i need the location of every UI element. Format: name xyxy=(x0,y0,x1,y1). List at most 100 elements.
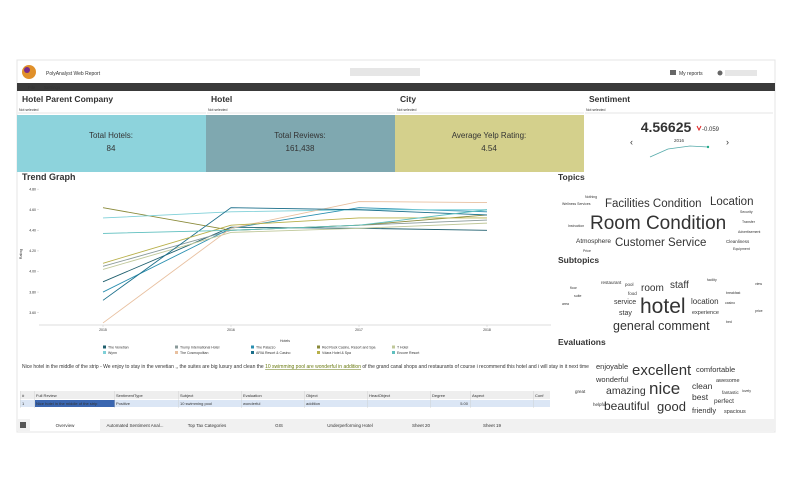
cloud-word[interactable]: stay xyxy=(619,310,632,317)
cloud-word[interactable]: enjoyable xyxy=(596,362,628,371)
user-icon[interactable] xyxy=(717,70,723,76)
cloud-word[interactable]: nice xyxy=(649,379,680,398)
cloud-word[interactable]: Security xyxy=(740,210,753,214)
my-reports[interactable]: My reports xyxy=(679,71,703,77)
cloud-word[interactable]: area xyxy=(562,302,569,306)
cloud-word[interactable]: room xyxy=(641,283,664,294)
cloud-word[interactable]: service xyxy=(614,299,636,306)
cloud-word[interactable]: Atmosphere xyxy=(576,238,611,245)
column-header[interactable]: # xyxy=(22,393,25,398)
cloud-word[interactable]: staff xyxy=(670,280,689,291)
legend-label[interactable]: Wynn xyxy=(108,351,117,355)
cloud-word[interactable]: Nothing xyxy=(585,195,597,199)
next-button[interactable]: › xyxy=(726,137,729,147)
table-cell: wonderful xyxy=(243,401,260,406)
cloud-word[interactable]: fantastic xyxy=(722,390,740,395)
cloud-word[interactable]: casino xyxy=(725,301,735,305)
cloud-word[interactable]: floor xyxy=(570,286,578,290)
column-header[interactable]: Aspect xyxy=(472,393,485,398)
tab[interactable]: Automated Sentiment Anal... xyxy=(106,423,163,428)
cloud-word[interactable]: lovely xyxy=(742,389,751,393)
legend-label[interactable]: The Venetian xyxy=(108,346,129,350)
column-header[interactable]: SentimentType xyxy=(116,393,143,398)
column-header[interactable]: Subject xyxy=(180,393,194,398)
column-header[interactable]: Full Review xyxy=(36,393,57,398)
cloud-word[interactable]: price xyxy=(755,309,763,313)
tab[interactable]: Sheet 19 xyxy=(483,423,502,428)
cloud-word[interactable]: Room Condition xyxy=(590,213,726,234)
column-header[interactable]: Evaluation xyxy=(243,393,262,398)
cloud-word[interactable]: Cleanliness xyxy=(726,239,750,244)
column-header[interactable]: Object xyxy=(306,393,318,398)
cloud-word[interactable]: awesome xyxy=(716,378,740,384)
prev-button[interactable]: ‹ xyxy=(630,137,633,147)
cloud-word[interactable]: restaurant xyxy=(601,280,622,285)
tab[interactable]: Top Tax Categories xyxy=(188,423,227,428)
column-header[interactable]: HeadObject xyxy=(369,393,391,398)
cloud-word[interactable]: bed xyxy=(726,320,732,324)
cloud-word[interactable]: facility xyxy=(707,278,717,282)
cloud-word[interactable]: great xyxy=(575,389,586,394)
cloud-word[interactable]: spacious xyxy=(724,409,746,415)
cloud-word[interactable]: view xyxy=(755,282,762,286)
cloud-word[interactable]: location xyxy=(691,297,719,306)
legend-label[interactable]: Trump International Hotel xyxy=(180,346,220,350)
filter-placeholder[interactable]: Not selected xyxy=(586,108,606,112)
cloud-word[interactable]: good xyxy=(657,399,686,414)
cloud-word[interactable]: clean xyxy=(692,381,713,391)
kpi-label: Total Reviews: xyxy=(274,131,326,140)
cloud-word[interactable]: Equipment xyxy=(733,247,750,251)
legend-label[interactable]: Encore Resort xyxy=(397,351,419,355)
legend-label[interactable]: T Hotel xyxy=(397,346,408,350)
cloud-word[interactable]: food xyxy=(628,291,637,296)
tab[interactable]: Sheet 20 xyxy=(412,423,431,428)
legend-label[interactable]: Red Rock Casino, Resort and Spa xyxy=(322,346,376,350)
sentiment-period: 2016 xyxy=(674,138,685,143)
table-cell: addition xyxy=(306,401,320,406)
column-header[interactable]: Degree xyxy=(432,393,446,398)
menu-item[interactable]: Settings xyxy=(44,85,61,90)
kpis: Total Hotels: 84 Total Reviews: 161,438 Aver… xyxy=(17,115,584,172)
cloud-word[interactable]: beautiful xyxy=(604,399,649,413)
legend-label[interactable]: ARIA Resort & Casino xyxy=(256,351,290,355)
menu-item[interactable]: File xyxy=(28,85,36,90)
cloud-word[interactable]: Transfer xyxy=(742,220,756,224)
cloud-word[interactable]: Instruction xyxy=(568,224,584,228)
series-line xyxy=(102,222,488,270)
cloud-word[interactable]: perfect xyxy=(714,398,734,405)
cloud-word[interactable]: pool xyxy=(625,282,634,287)
cloud-word[interactable]: excellent xyxy=(632,362,692,379)
cloud-word[interactable]: Price xyxy=(583,249,591,253)
legend-label[interactable]: The Palazzo xyxy=(256,346,276,350)
legend-label[interactable]: Vdara Hotel & Spa xyxy=(322,351,351,355)
cloud-word[interactable]: Advertisement xyxy=(738,230,760,234)
tab[interactable]: Overview xyxy=(56,423,76,428)
cloud-word[interactable]: hotel xyxy=(640,295,686,318)
cloud-word[interactable]: general comment xyxy=(613,319,710,333)
filter-placeholder[interactable]: Not selected xyxy=(397,108,417,112)
cloud-word[interactable]: helpful xyxy=(593,402,606,407)
cloud-word[interactable]: comfortable xyxy=(696,365,735,374)
filter-placeholder[interactable]: Not selected xyxy=(208,108,228,112)
down-arrow xyxy=(696,125,702,132)
y-tick-label: 4.00 xyxy=(29,270,36,274)
y-tick-label: 3.80 xyxy=(29,290,36,294)
panel-title: Topics xyxy=(558,172,585,182)
tab[interactable]: GIS xyxy=(275,423,283,428)
cloud-word[interactable]: Facilities Condition xyxy=(605,198,702,210)
cloud-word[interactable]: best xyxy=(692,392,709,402)
column-header[interactable]: Conf xyxy=(535,393,544,398)
tab[interactable]: Underperforming Hotel xyxy=(327,423,373,428)
cloud-word[interactable]: Location xyxy=(710,196,753,208)
cloud-word[interactable]: friendly xyxy=(692,406,716,415)
cloud-word[interactable]: experience xyxy=(692,310,719,316)
cloud-word[interactable]: wonderful xyxy=(595,375,629,384)
cloud-word[interactable]: amazing xyxy=(606,385,646,397)
cloud-word[interactable]: breakfast xyxy=(726,291,740,295)
cloud-word[interactable]: Customer Service xyxy=(615,237,706,249)
cloud-word[interactable]: Wellness Services xyxy=(562,202,591,206)
cloud-word[interactable]: suite xyxy=(574,294,581,298)
legend-swatch xyxy=(392,351,395,354)
legend-label[interactable]: The Cosmopolitan xyxy=(180,351,208,355)
filter-placeholder[interactable]: Not selected xyxy=(19,108,39,112)
